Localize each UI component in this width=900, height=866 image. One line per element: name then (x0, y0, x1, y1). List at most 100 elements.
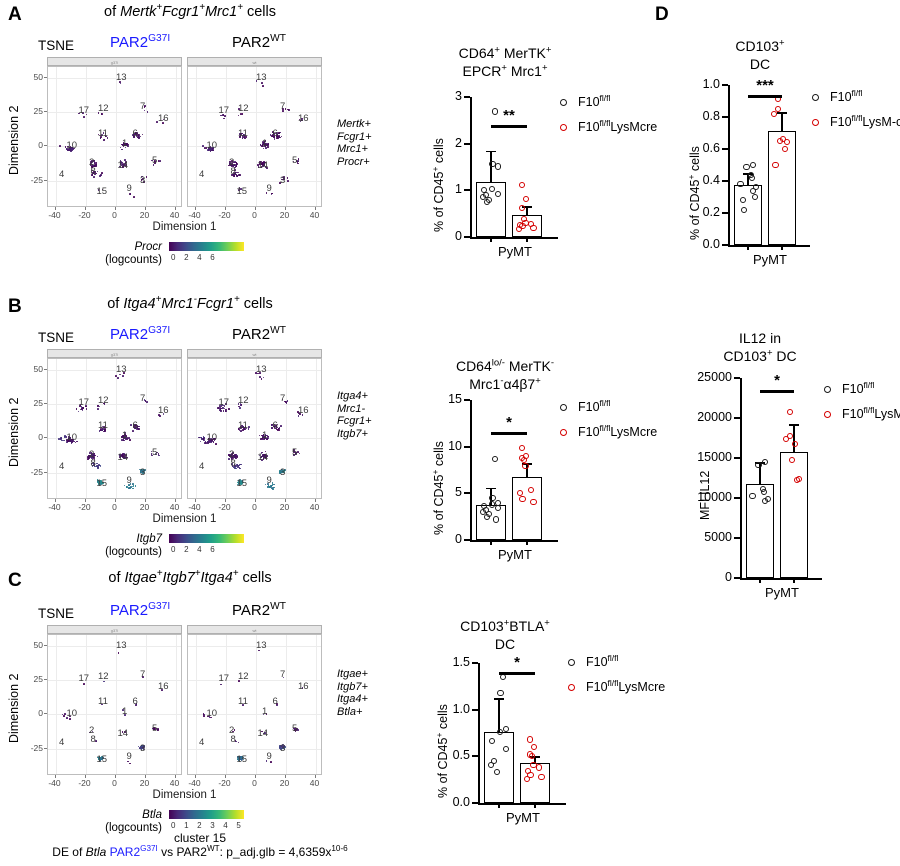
tsne-point (91, 161, 94, 164)
tsne-point (297, 451, 299, 454)
tsne-point (93, 457, 95, 460)
tsne-point (146, 401, 148, 403)
tsne-point (207, 148, 210, 151)
tsne-point (228, 163, 231, 165)
xtick-mark (54, 775, 56, 778)
tsne-point (229, 455, 232, 458)
xaxis-category-label: PyMT (506, 810, 540, 825)
tsne-point (220, 405, 223, 408)
tsne-point (268, 486, 270, 488)
tsne-point (91, 174, 94, 176)
ytick-label: 50 (33, 71, 43, 82)
tsne-point (301, 119, 304, 121)
tsne-point (120, 148, 123, 151)
cluster-label-16: 16 (158, 405, 169, 417)
tsne-point (90, 162, 93, 164)
data-point (496, 728, 503, 736)
xtick-mark (144, 207, 146, 210)
tsne-point (72, 148, 75, 150)
tsne-point (142, 470, 145, 473)
data-point (523, 775, 531, 782)
tsne-point (153, 160, 156, 162)
tsne-point (96, 464, 99, 467)
tsne-point (225, 403, 227, 405)
tsne-point (128, 487, 130, 490)
data-point (488, 738, 496, 745)
cluster-label-9: 9 (266, 474, 272, 486)
tsne-point (220, 407, 223, 410)
tsne-point (142, 744, 144, 747)
tsne-point (237, 427, 240, 430)
tsne-point (124, 165, 127, 168)
data-point (772, 161, 779, 169)
tsne-point (287, 180, 289, 182)
tsne-point (119, 160, 122, 162)
tsne-point (238, 187, 241, 189)
tsne-point (219, 409, 221, 411)
cluster-label-15: 15 (96, 477, 108, 489)
tsne-point (66, 148, 69, 151)
tsne-point (271, 482, 274, 484)
ytick-label: 0.2 (702, 205, 720, 219)
cluster-label-12: 12 (238, 671, 249, 683)
tsne-point (123, 484, 126, 487)
tsne-point (127, 144, 129, 147)
data-point (520, 456, 527, 463)
ytick-mark (722, 116, 728, 118)
tsne-point (230, 164, 233, 167)
xtick-mark (194, 207, 196, 210)
cluster-label-4: 4 (199, 737, 205, 749)
tsne-plot-g37i-B: 13 17 12 7 16 11 6 10 1 2 5 14 4 8 3 15 9 (47, 358, 182, 499)
ytick-label: 1.0 (452, 701, 470, 716)
data-point (788, 456, 795, 463)
tsne-point (100, 174, 102, 176)
cluster-label-6: 6 (132, 128, 138, 140)
tsne-point (145, 176, 148, 178)
tsne-point (294, 453, 297, 455)
tsne-point (279, 744, 281, 747)
xtick-mark (314, 775, 316, 778)
gridline-v (196, 359, 197, 498)
tsne-point (279, 471, 281, 474)
tsne-point (229, 456, 232, 459)
cluster-label-2: 2 (89, 448, 95, 460)
cluster-label-5: 5 (152, 447, 158, 459)
tsne-point (101, 133, 104, 136)
tsne-point (267, 143, 270, 145)
tsne-point (99, 481, 102, 483)
tsne-point (237, 403, 240, 405)
tsne-point (238, 188, 241, 191)
tsne-point (99, 480, 101, 483)
tsne-point (259, 161, 262, 163)
data-point (761, 458, 768, 466)
tsne-point (230, 463, 233, 466)
tsne-point (95, 465, 97, 468)
tsne-point (124, 730, 126, 733)
errorbar-line (759, 462, 761, 484)
tsne-point (121, 436, 123, 438)
legend-label-ko: F10fl/flLysM-cre (830, 112, 900, 129)
tsne-point (273, 137, 276, 140)
tsne-point (295, 159, 298, 162)
xtick-mark (114, 499, 116, 502)
tsne-point (219, 407, 222, 409)
tsne-point (206, 441, 209, 443)
cluster-label-17: 17 (218, 672, 230, 684)
tsne-point (260, 378, 263, 380)
tsne-point (264, 434, 267, 436)
tsne-point (115, 374, 118, 377)
cluster-label-12: 12 (98, 103, 109, 115)
tsne-point (68, 440, 71, 443)
colorbar-unit-B: (logcounts) (105, 546, 162, 558)
tsne-point (97, 407, 99, 410)
tsne-point (93, 163, 96, 166)
tsne-point (102, 481, 105, 484)
data-point (492, 455, 499, 462)
gridline-h (188, 181, 321, 182)
data-point (488, 501, 495, 508)
tsne-point (295, 729, 298, 732)
tsne-point (121, 454, 124, 457)
tsne-point (241, 132, 243, 135)
tsne-point (137, 427, 140, 430)
tsne-point (225, 410, 227, 412)
